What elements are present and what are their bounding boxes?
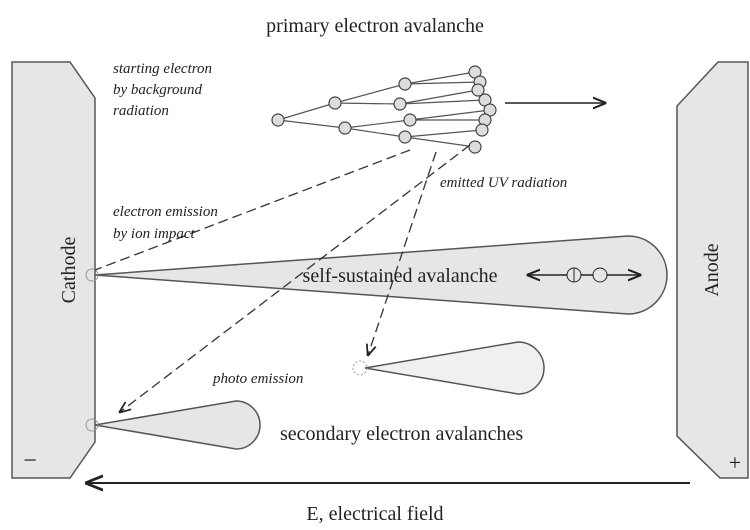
cathode-label: Cathode [58,237,80,304]
field-label: E, electrical field [306,503,443,525]
emission-point [352,360,368,376]
node [271,113,285,127]
self-sustained-avalanche [94,235,668,315]
text-line: electron emission [113,204,218,220]
node [277,71,491,148]
cathode-plate [11,61,96,479]
uv-path [120,144,471,412]
ion-impact-label: electron emission by ion impact [113,204,222,242]
plus-sign: + [729,450,741,475]
emission-point [85,268,99,282]
avalanche-tree [277,71,491,148]
electron-nodes [271,65,497,154]
photo-avalanche [364,341,545,395]
electron [592,267,608,283]
starting-electron-label: starting electron by background radiatio… [113,61,216,119]
node [403,113,417,127]
uv-label: emitted UV radiation [440,175,567,191]
text-line: radiation [113,103,169,119]
emission-point [85,418,99,432]
anode-plate [676,61,749,479]
photo-emission-label: photo emission [212,371,303,387]
secondary-label: secondary electron avalanches [280,423,523,445]
text-line: starting electron [113,61,212,77]
node [398,130,412,144]
uv-path [368,151,437,355]
title: primary electron avalanche [266,15,484,37]
node [471,83,485,97]
minus-sign: − [23,448,37,474]
node [468,140,482,154]
node [338,121,352,135]
node [398,77,412,91]
anode-label: Anode [701,243,723,296]
text-line: by background [113,82,203,98]
secondary-avalanche [94,400,261,450]
uv-path [94,149,411,271]
node [393,97,407,111]
node [475,123,489,137]
node [328,96,342,110]
self-sustained-label: self-sustained avalanche [303,265,498,287]
text-line: by ion impact [113,226,195,242]
